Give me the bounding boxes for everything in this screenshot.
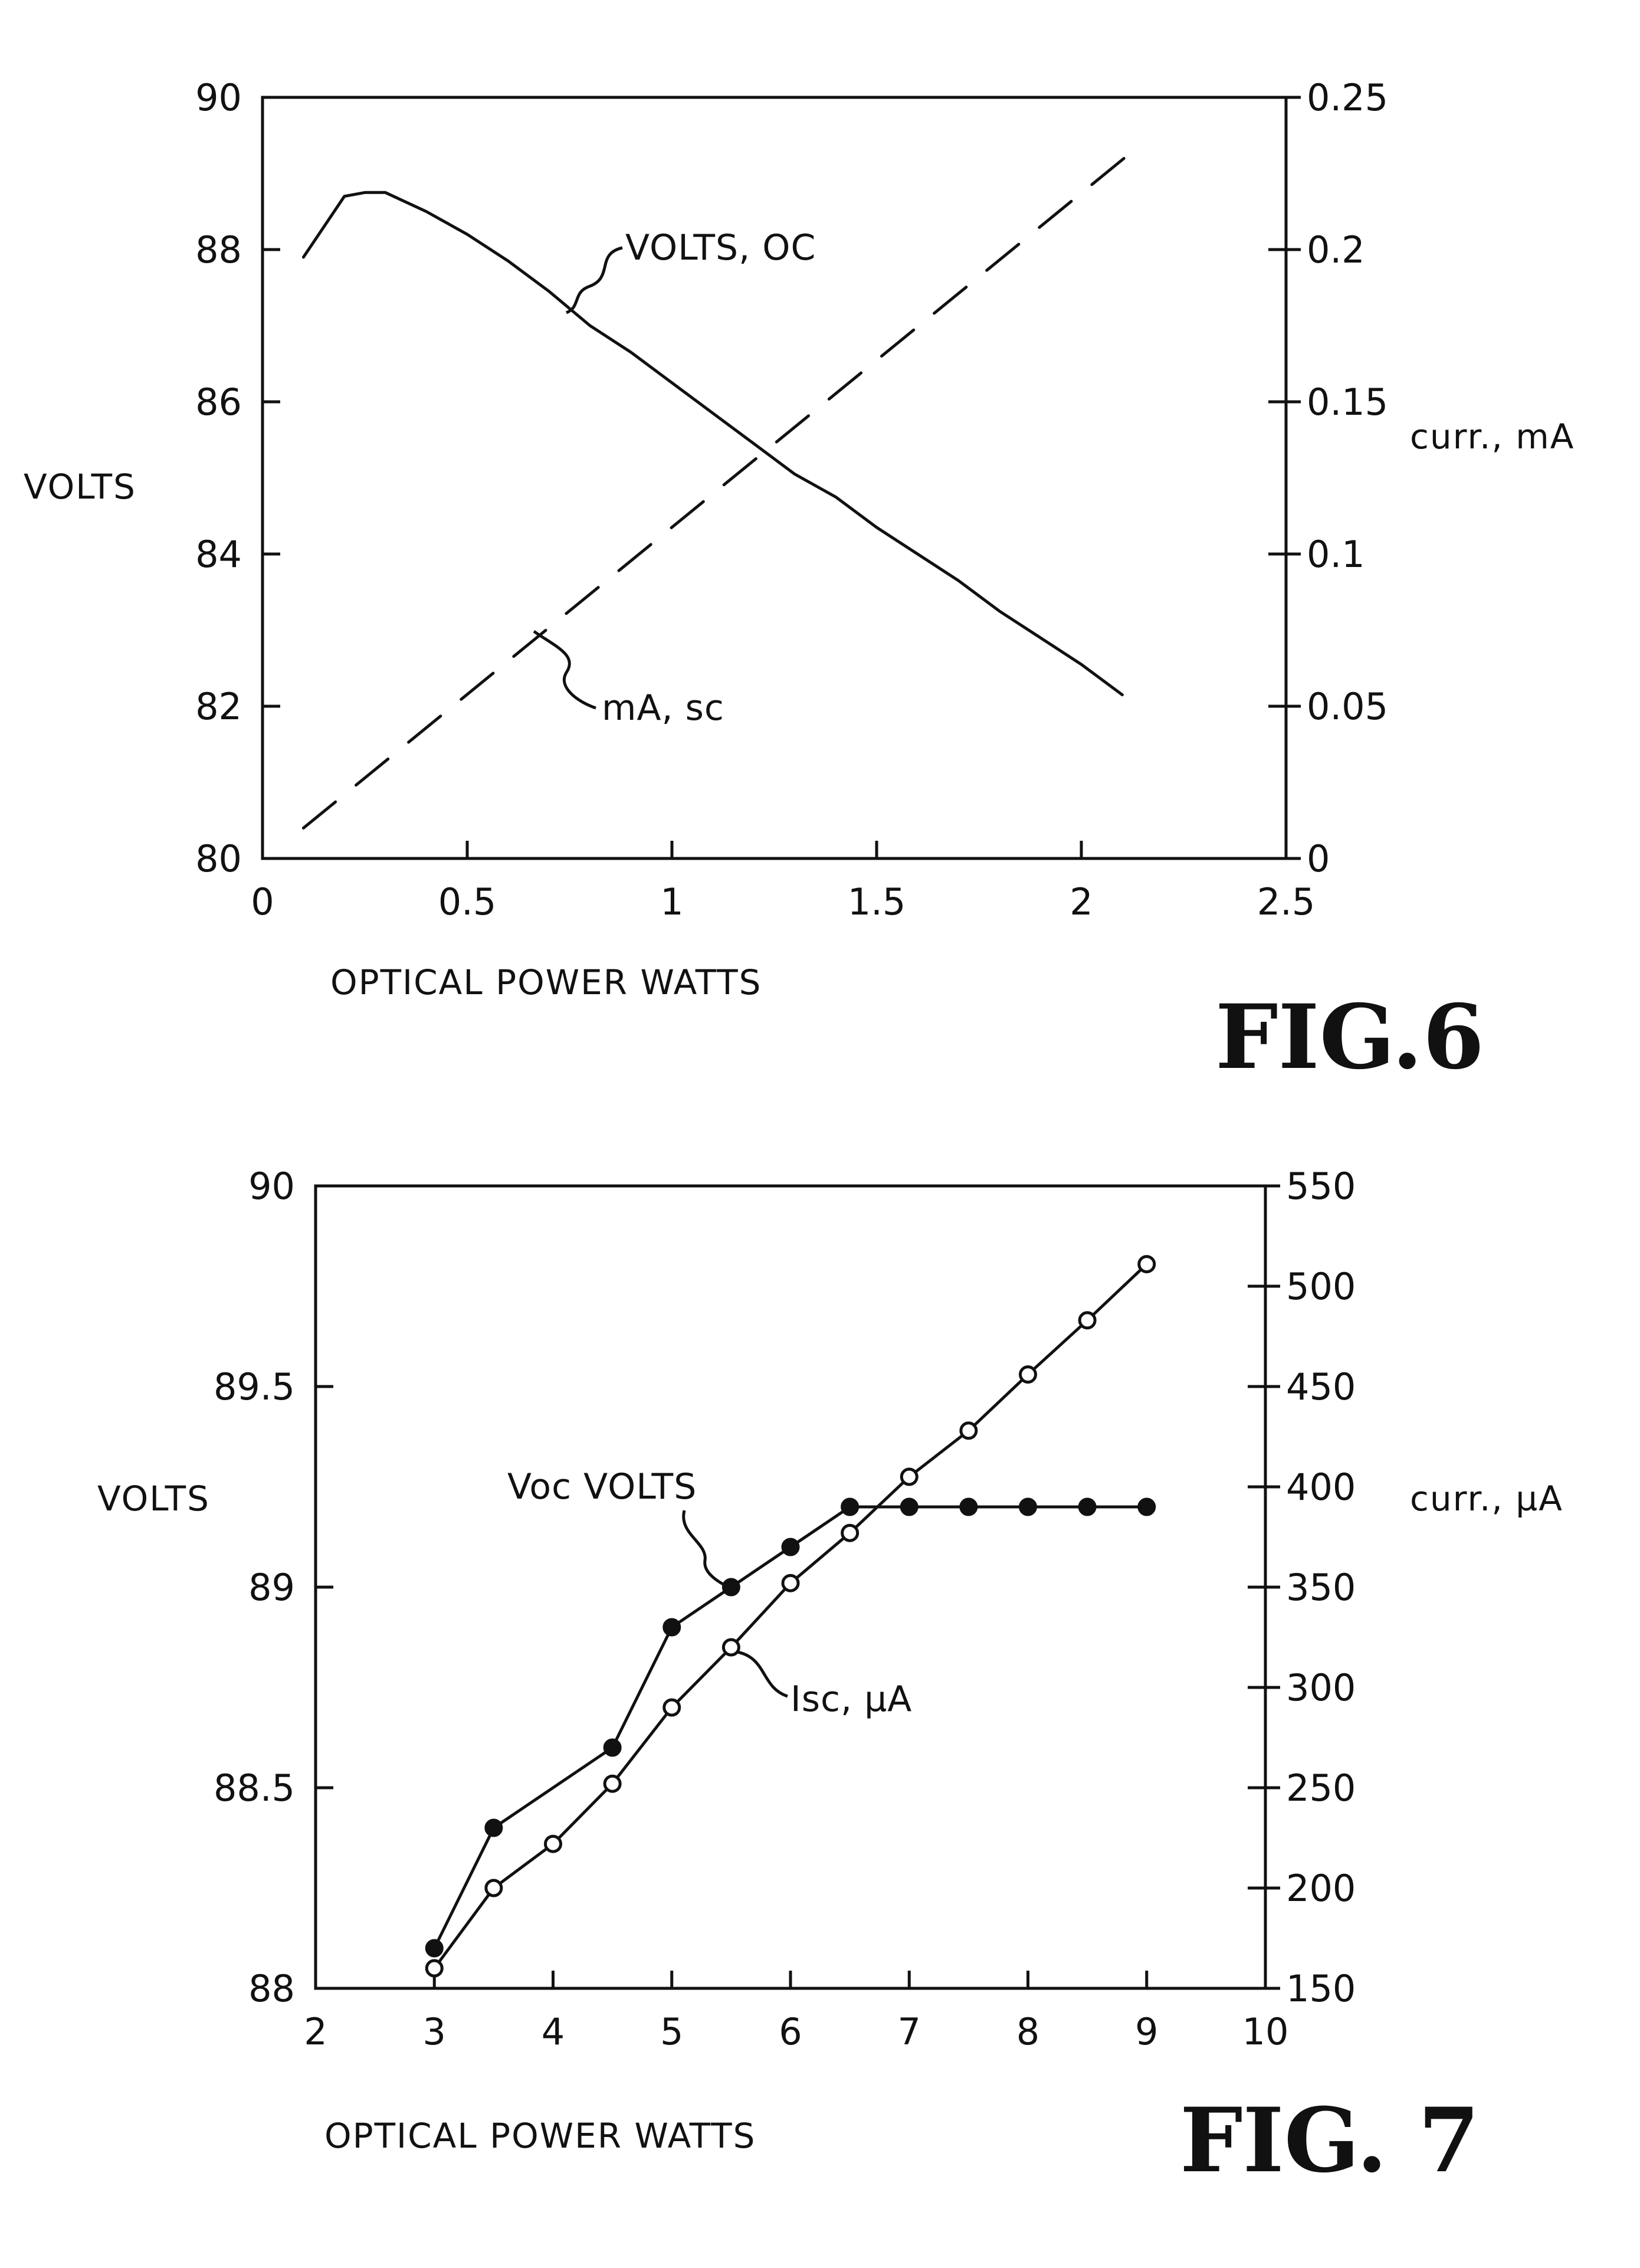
filled-data-point xyxy=(486,1820,501,1836)
open-data-point xyxy=(664,1700,680,1715)
filled-data-point xyxy=(605,1740,620,1755)
fig7-label-voc: Voc VOLTS xyxy=(507,1466,697,1507)
filled-data-point xyxy=(1139,1499,1154,1515)
open-data-point xyxy=(901,1469,917,1484)
open-data-point xyxy=(1080,1313,1095,1328)
open-data-point xyxy=(605,1776,620,1791)
left-y-tick-label: 88 xyxy=(248,1967,295,2010)
fig7-leader-voc xyxy=(684,1510,729,1587)
fig7-leader-isc xyxy=(737,1652,788,1696)
right-y-tick-label: 500 xyxy=(1286,1265,1356,1308)
filled-data-point xyxy=(664,1620,680,1635)
x-tick-label: 4 xyxy=(542,2010,565,2053)
right-y-tick-label: 350 xyxy=(1286,1566,1356,1609)
x-tick-label: 9 xyxy=(1135,2010,1158,2053)
fig6-leader-volts-oc xyxy=(566,248,622,313)
right-y-tick-label: 200 xyxy=(1286,1867,1356,1910)
right-y-tick-label: 550 xyxy=(1286,1165,1356,1208)
x-tick-label: 5 xyxy=(660,2010,683,2053)
filled-data-point xyxy=(783,1539,798,1555)
fig7-series xyxy=(427,1257,1154,1976)
right-y-tick-label: 0.25 xyxy=(1307,76,1388,119)
fig7-right-axis-label: curr., µA xyxy=(1410,1479,1563,1519)
fig6-leader-ma-sc xyxy=(534,631,596,708)
right-y-tick-label: 0.2 xyxy=(1307,228,1365,271)
right-y-tick-label: 0.15 xyxy=(1307,381,1388,424)
x-tick-label: 2 xyxy=(1070,880,1093,923)
open-data-point xyxy=(1139,1257,1154,1272)
x-tick-label: 2 xyxy=(304,2010,327,2053)
x-tick-label: 6 xyxy=(779,2010,802,2053)
right-y-tick-label: 450 xyxy=(1286,1365,1356,1408)
right-y-tick-label: 400 xyxy=(1286,1466,1356,1509)
x-tick-label: 0 xyxy=(251,880,274,923)
left-y-tick-label: 84 xyxy=(195,533,242,576)
filled-data-point xyxy=(1080,1499,1095,1515)
left-y-tick-label: 86 xyxy=(195,381,242,424)
right-y-tick-label: 150 xyxy=(1286,1967,1356,2010)
fig7-figure-label: FIG. 7 xyxy=(1180,2089,1480,2192)
open-data-point xyxy=(783,1575,798,1591)
open-data-point xyxy=(1021,1367,1036,1382)
filled-data-point xyxy=(427,1941,442,1956)
fig6-x-ticks: 0 0.5 1 1.5 2 2.5 xyxy=(251,841,1315,923)
fig6-left-y-ticks: 80 82 84 86 88 90 xyxy=(195,76,280,880)
x-tick-label: 3 xyxy=(423,2010,446,2053)
right-y-tick-label: 0.05 xyxy=(1307,685,1388,728)
left-y-tick-label: 88 xyxy=(195,228,242,271)
filled-data-point xyxy=(842,1499,858,1515)
left-y-tick-label: 89 xyxy=(248,1566,295,1609)
fig6-label-ma-sc: mA, sc xyxy=(602,687,724,729)
x-tick-label: 2.5 xyxy=(1257,880,1316,923)
open-data-point xyxy=(486,1880,501,1896)
fig6-label-volts-oc: VOLTS, OC xyxy=(625,227,816,268)
x-tick-label: 1 xyxy=(660,880,683,923)
fig7-left-axis-label: VOLTS xyxy=(97,1479,210,1519)
fig6-x-axis-label: OPTICAL POWER WATTS xyxy=(330,962,762,1002)
series-line-1 xyxy=(434,1507,1147,1948)
open-data-point xyxy=(961,1423,976,1438)
fig6-left-axis-label: VOLTS xyxy=(24,467,136,507)
series-line-2 xyxy=(434,1264,1147,1968)
left-y-tick-label: 88.5 xyxy=(214,1766,295,1810)
open-data-point xyxy=(546,1836,561,1851)
filled-data-point xyxy=(961,1499,976,1515)
fig6-right-axis-label: curr., mA xyxy=(1410,417,1575,457)
open-data-point xyxy=(427,1961,442,1976)
fig7-label-isc: Isc, µA xyxy=(791,1679,912,1720)
right-y-tick-label: 0 xyxy=(1307,837,1330,880)
x-tick-label: 8 xyxy=(1016,2010,1039,2053)
right-y-tick-label: 0.1 xyxy=(1307,533,1365,576)
x-tick-label: 10 xyxy=(1242,2010,1289,2053)
left-y-tick-label: 82 xyxy=(195,685,242,728)
fig6-chart: 0 0.5 1 1.5 2 2.5 80 82 84 86 88 90 0 0.05 0.1 0.15 0.… xyxy=(24,76,1575,1089)
left-y-tick-label: 90 xyxy=(195,76,242,119)
x-tick-label: 1.5 xyxy=(848,880,906,923)
fig7-chart: 2345678910 8888.58989.590 15020025030035… xyxy=(97,1165,1563,2192)
left-y-tick-label: 89.5 xyxy=(214,1365,295,1408)
fig7-x-ticks: 2 3 4 5 6 7 8 9 10 xyxy=(304,1971,1288,2053)
open-data-point xyxy=(723,1640,739,1655)
fig6-plot-frame xyxy=(263,97,1286,858)
fig7-x-axis-label: OPTICAL POWER WATTS xyxy=(324,2116,756,2156)
fig6-figure-label: FIG.6 xyxy=(1215,985,1484,1089)
x-tick-label: 7 xyxy=(898,2010,921,2053)
right-y-tick-label: 300 xyxy=(1286,1666,1356,1709)
open-data-point xyxy=(842,1525,858,1541)
right-y-tick-label: 250 xyxy=(1286,1766,1356,1810)
x-tick-label: 0.5 xyxy=(438,880,497,923)
filled-data-point xyxy=(901,1499,917,1515)
left-y-tick-label: 90 xyxy=(248,1165,295,1208)
left-y-tick-label: 80 xyxy=(195,837,242,880)
filled-data-point xyxy=(1021,1499,1036,1515)
